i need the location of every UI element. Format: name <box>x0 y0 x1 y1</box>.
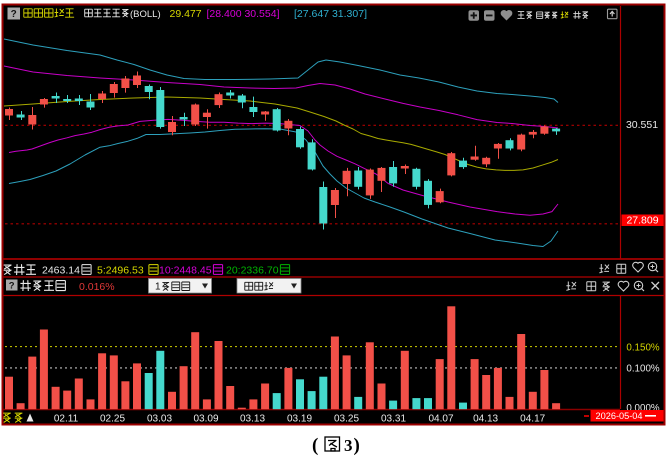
svg-text:03.25: 03.25 <box>334 414 359 425</box>
svg-text:03.13: 03.13 <box>240 414 265 425</box>
svg-text:2026-05-04: 2026-05-04 <box>596 411 643 421</box>
svg-text:(: ( <box>312 435 318 456</box>
svg-text:5:2496.53: 5:2496.53 <box>97 265 144 277</box>
svg-text:03.03: 03.03 <box>147 414 172 425</box>
svg-text:?: ? <box>11 9 17 20</box>
svg-text:?: ? <box>9 281 15 292</box>
svg-text:02.11: 02.11 <box>54 414 79 425</box>
svg-text:04.17: 04.17 <box>520 414 545 425</box>
svg-text:03.09: 03.09 <box>193 414 218 425</box>
svg-text:1: 1 <box>155 282 161 293</box>
svg-text:0.016%: 0.016% <box>79 281 115 293</box>
svg-text:20:2336.70: 20:2336.70 <box>226 265 279 277</box>
svg-text:04.07: 04.07 <box>428 414 453 425</box>
svg-text:[28.400 30.554]: [28.400 30.554] <box>207 8 280 20</box>
svg-text:(BOLL): (BOLL) <box>130 9 161 20</box>
svg-text:03.31: 03.31 <box>381 414 406 425</box>
svg-text:04.13: 04.13 <box>473 414 498 425</box>
svg-text:27.809: 27.809 <box>626 215 658 227</box>
svg-text:29.477: 29.477 <box>170 8 202 20</box>
svg-text:0.100%: 0.100% <box>626 364 660 375</box>
svg-text:30.551: 30.551 <box>626 119 658 131</box>
svg-text:3: 3 <box>344 436 353 455</box>
svg-text:03.19: 03.19 <box>287 414 312 425</box>
svg-text:2463.14: 2463.14 <box>42 265 80 277</box>
svg-text:0.000%: 0.000% <box>626 403 660 414</box>
svg-text:): ) <box>354 435 360 456</box>
svg-text:02.25: 02.25 <box>100 414 125 425</box>
svg-text:0.150%: 0.150% <box>626 342 660 353</box>
svg-text:10:2448.45: 10:2448.45 <box>159 265 212 277</box>
svg-text:[27.647 31.307]: [27.647 31.307] <box>294 8 367 20</box>
